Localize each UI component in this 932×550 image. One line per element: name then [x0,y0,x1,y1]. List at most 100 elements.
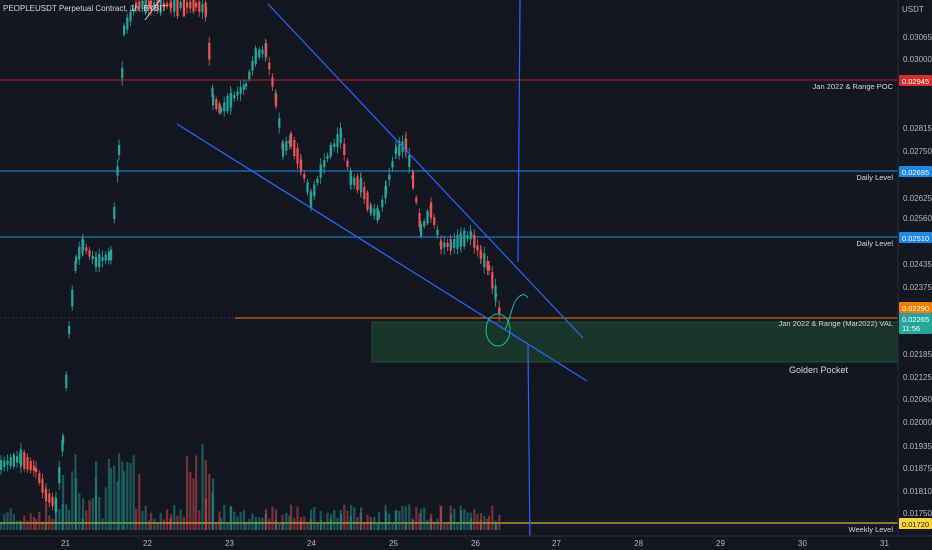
candle[interactable] [245,83,248,87]
candle[interactable] [118,145,121,155]
candle[interactable] [491,272,494,289]
candle[interactable] [82,239,85,251]
golden-pocket-zone[interactable] [371,321,899,363]
candle[interactable] [333,143,336,147]
candle[interactable] [98,253,101,268]
candle[interactable] [116,166,119,176]
candle[interactable] [376,207,379,221]
candle[interactable] [20,449,23,467]
candle[interactable] [71,289,74,307]
candle[interactable] [323,160,326,168]
candle[interactable] [275,93,278,107]
candle[interactable] [326,155,329,159]
candle[interactable] [91,256,94,260]
candle[interactable] [310,191,313,209]
candle[interactable] [446,243,449,247]
candle[interactable] [147,0,150,10]
candle[interactable] [35,467,38,473]
candle[interactable] [205,6,208,14]
candle[interactable] [443,242,446,248]
candle[interactable] [436,229,439,236]
candle[interactable] [88,250,91,257]
candle[interactable] [271,77,274,87]
candle[interactable] [346,160,349,167]
candle[interactable] [192,0,195,12]
candle[interactable] [300,159,303,171]
candle[interactable] [463,230,466,247]
candle[interactable] [261,49,264,55]
candle[interactable] [470,232,473,238]
candle[interactable] [51,496,54,507]
candle[interactable] [78,246,81,260]
candle[interactable] [233,95,236,99]
candle[interactable] [29,461,32,471]
candle[interactable] [55,498,58,512]
candle[interactable] [415,197,418,203]
candle[interactable] [373,208,376,216]
candle[interactable] [74,261,77,271]
upper-trendline[interactable] [267,3,584,339]
candle[interactable] [201,4,204,13]
candle[interactable] [385,185,388,195]
candle[interactable] [350,176,353,184]
candle[interactable] [430,202,433,218]
candle[interactable] [313,184,316,197]
candle[interactable] [353,177,356,186]
candle[interactable] [107,251,110,261]
candle[interactable] [162,2,165,8]
candle[interactable] [408,155,411,167]
candle[interactable] [303,174,306,179]
candle[interactable] [293,139,296,157]
candle[interactable] [170,1,173,9]
candle[interactable] [62,435,65,445]
candle[interactable] [288,140,291,144]
candle[interactable] [268,62,271,70]
candle[interactable] [340,132,343,138]
candle[interactable] [388,174,391,180]
candle[interactable] [370,206,373,214]
candle[interactable] [45,488,48,502]
candle[interactable] [498,307,501,315]
candle[interactable] [236,91,239,96]
candle[interactable] [418,212,421,228]
candle[interactable] [38,473,41,483]
candle[interactable] [113,206,116,220]
candle[interactable] [483,253,486,268]
candle[interactable] [110,249,113,261]
candle[interactable] [126,17,129,30]
candle[interactable] [208,42,211,60]
vertical-marker-lower[interactable] [527,344,531,550]
candle[interactable] [242,84,245,90]
candle[interactable] [460,234,463,246]
candle[interactable] [153,2,156,8]
candle[interactable] [23,452,26,469]
candle[interactable] [195,2,198,8]
candle[interactable] [258,49,261,58]
candle[interactable] [223,102,226,112]
candle[interactable] [179,2,182,8]
candle[interactable] [378,212,381,218]
candle[interactable] [476,245,479,251]
candle[interactable] [212,94,215,106]
candle[interactable] [41,479,44,493]
candle[interactable] [186,2,189,8]
candle[interactable] [343,143,346,155]
candle[interactable] [135,2,138,8]
candle[interactable] [426,211,429,224]
lower-trendline[interactable] [176,123,588,382]
candle[interactable] [176,0,179,17]
candle[interactable] [132,8,135,12]
candle[interactable] [306,182,309,193]
candle[interactable] [440,240,443,250]
vertical-marker-upper[interactable] [517,0,521,263]
candle[interactable] [218,103,221,113]
candle[interactable] [251,60,254,71]
candle[interactable] [12,454,15,467]
candle[interactable] [494,285,497,301]
candle[interactable] [473,234,476,248]
candle[interactable] [366,192,369,210]
candle[interactable] [182,0,185,17]
candle[interactable] [248,71,251,80]
candle[interactable] [412,172,415,188]
